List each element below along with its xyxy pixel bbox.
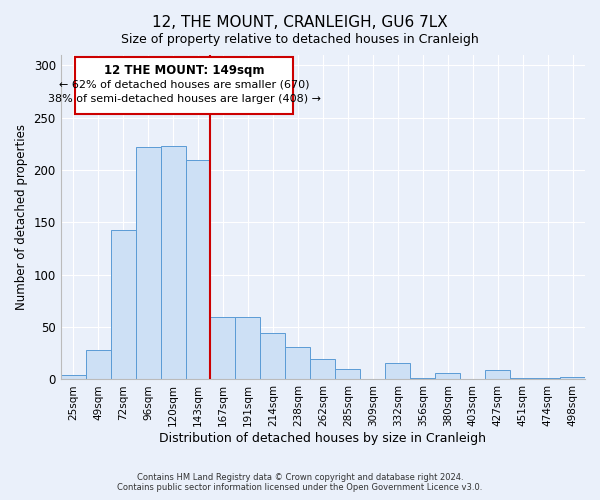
Bar	[136, 147, 161, 380]
Bar	[385, 362, 410, 380]
X-axis label: Distribution of detached houses by size in Cranleigh: Distribution of detached houses by size …	[160, 432, 487, 445]
Bar	[235, 316, 260, 380]
Bar	[86, 350, 110, 380]
Bar	[61, 376, 86, 380]
Bar	[310, 358, 335, 380]
Text: ← 62% of detached houses are smaller (670): ← 62% of detached houses are smaller (67…	[59, 79, 309, 89]
Bar	[161, 146, 185, 380]
Bar	[560, 378, 585, 380]
Bar	[535, 378, 560, 380]
Bar	[410, 378, 435, 380]
FancyBboxPatch shape	[75, 57, 293, 114]
Text: Size of property relative to detached houses in Cranleigh: Size of property relative to detached ho…	[121, 32, 479, 46]
Text: 38% of semi-detached houses are larger (408) →: 38% of semi-detached houses are larger (…	[47, 94, 320, 104]
Bar	[260, 334, 286, 380]
Text: 12 THE MOUNT: 149sqm: 12 THE MOUNT: 149sqm	[104, 64, 264, 78]
Bar	[110, 230, 136, 380]
Text: Contains HM Land Registry data © Crown copyright and database right 2024.
Contai: Contains HM Land Registry data © Crown c…	[118, 473, 482, 492]
Text: 12, THE MOUNT, CRANLEIGH, GU6 7LX: 12, THE MOUNT, CRANLEIGH, GU6 7LX	[152, 15, 448, 30]
Bar	[485, 370, 510, 380]
Bar	[510, 378, 535, 380]
Bar	[185, 160, 211, 380]
Bar	[286, 347, 310, 380]
Bar	[211, 316, 235, 380]
Bar	[435, 373, 460, 380]
Bar	[335, 369, 360, 380]
Y-axis label: Number of detached properties: Number of detached properties	[15, 124, 28, 310]
